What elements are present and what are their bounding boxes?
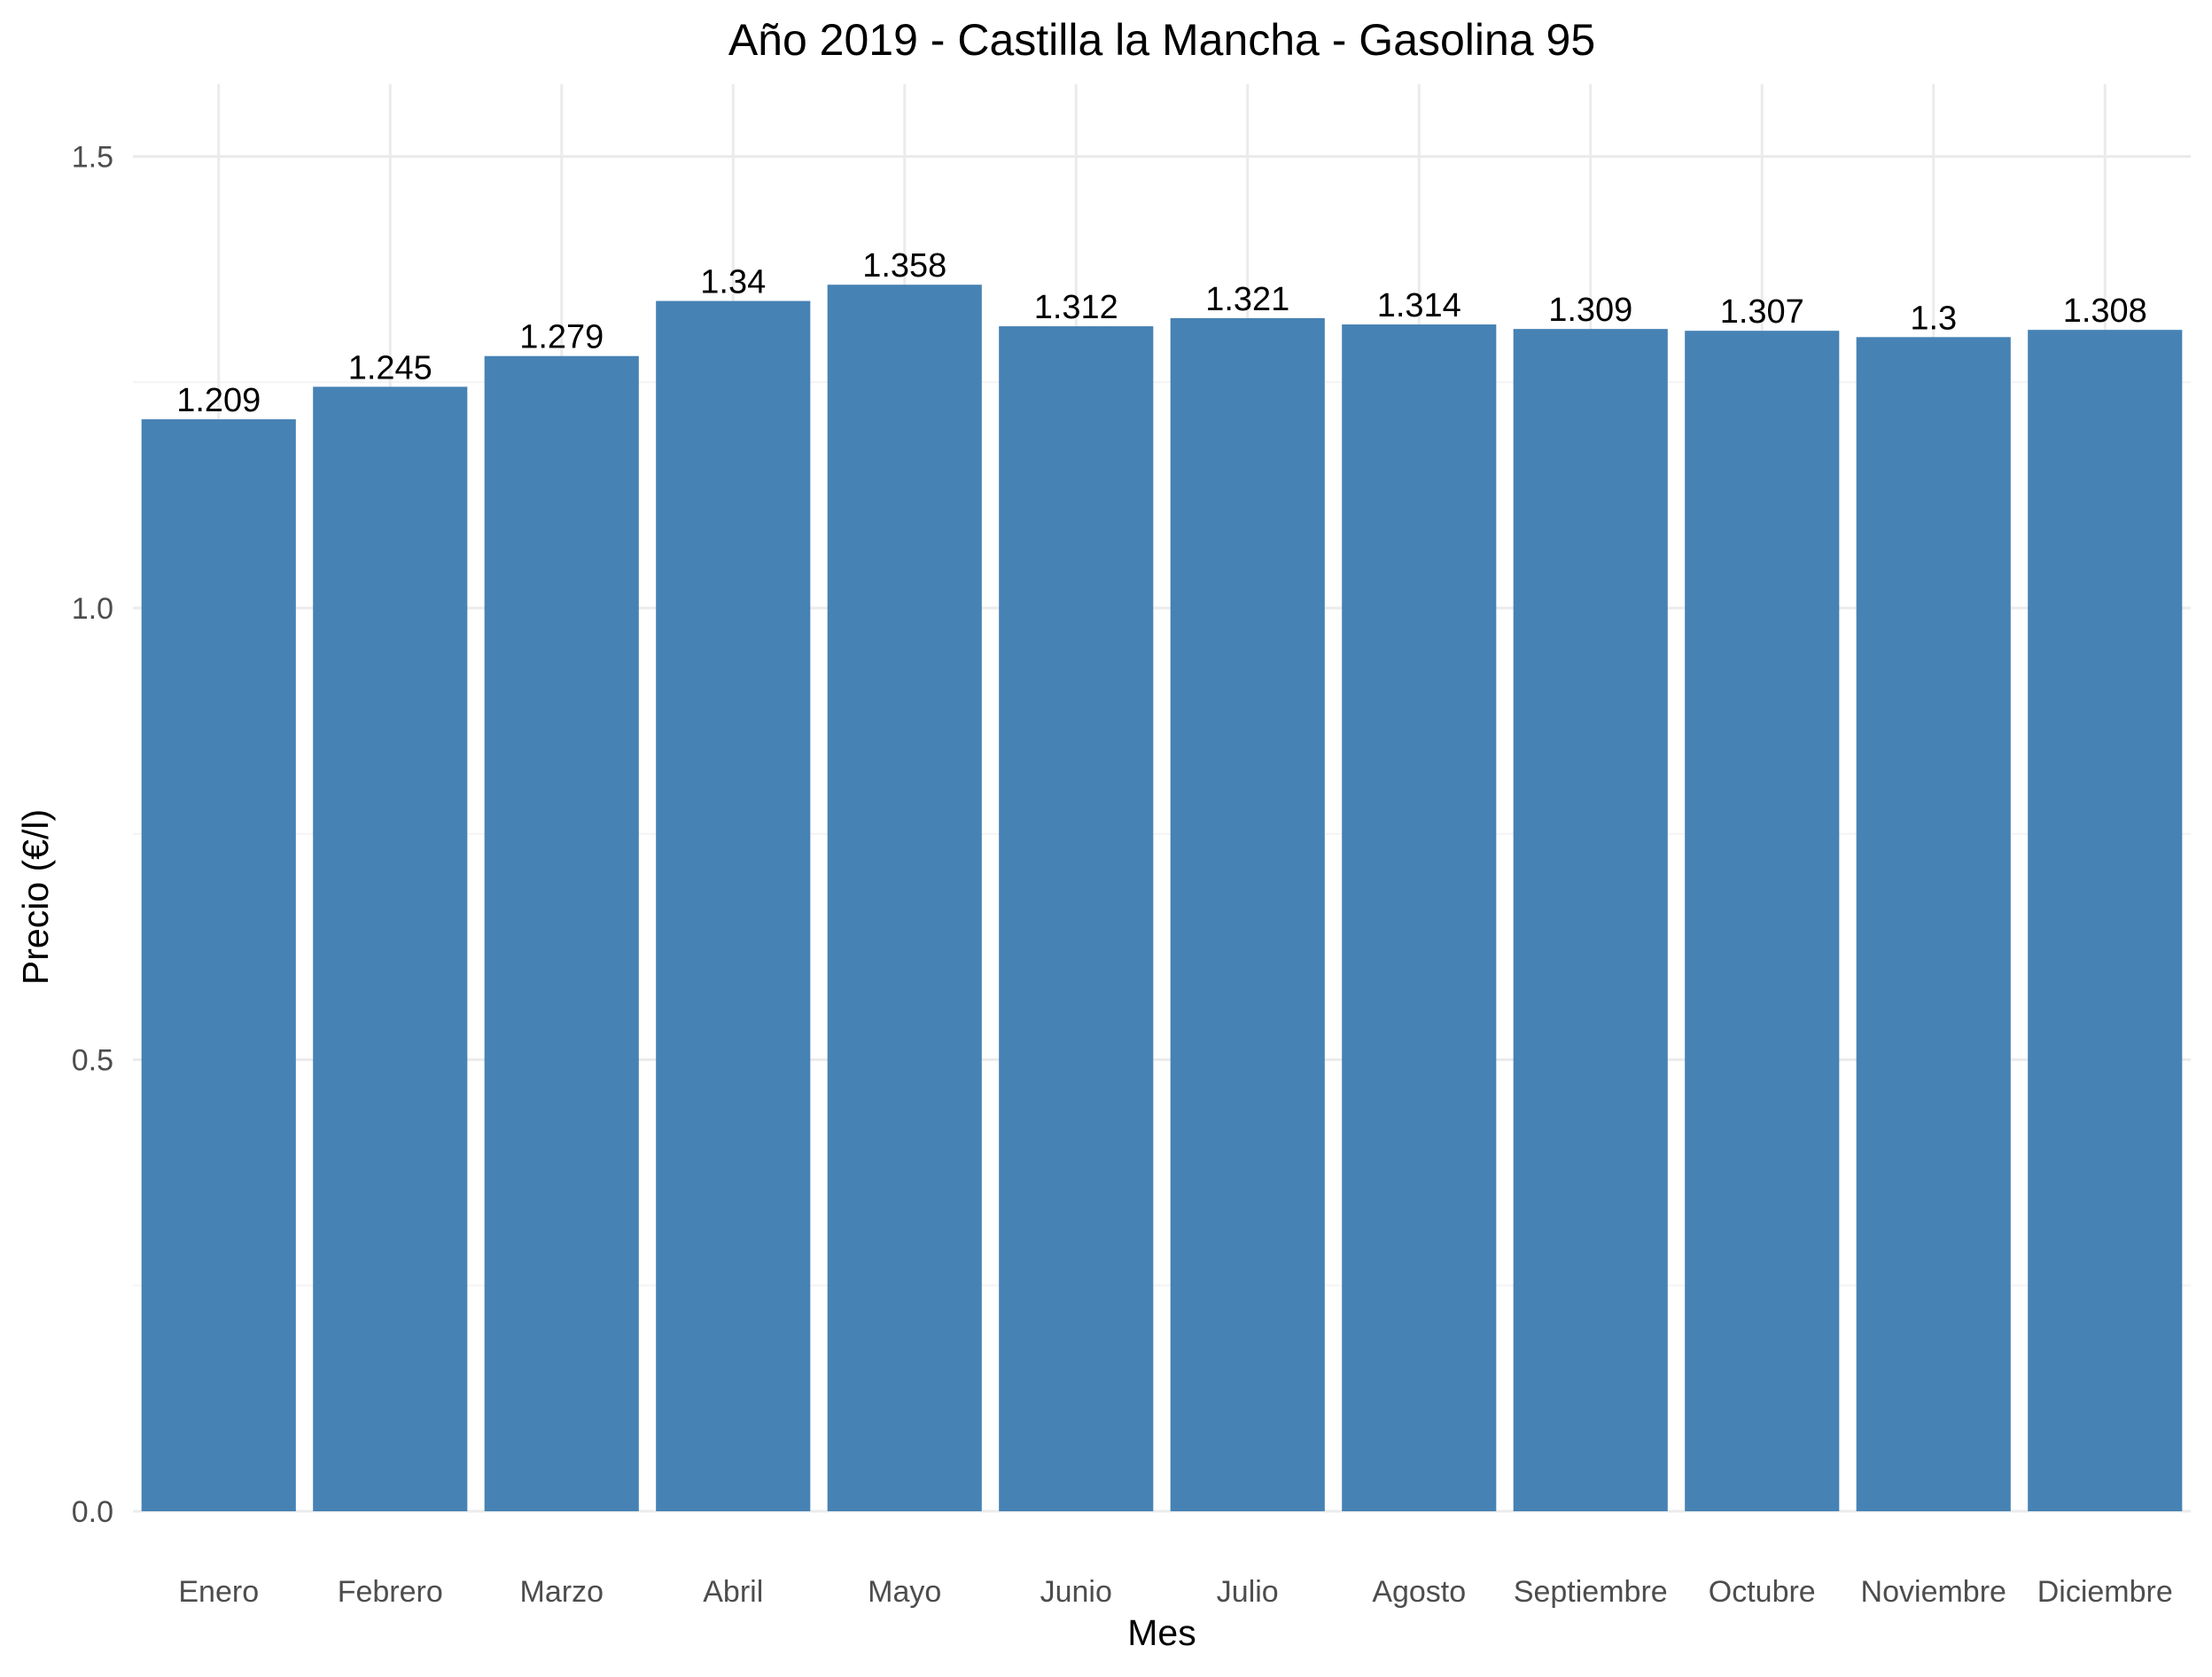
bar-value-label: 1.308 [2063,292,2147,330]
x-tick-label: Junio [1040,1575,1112,1609]
bar-value-label: 1.309 [1548,292,1632,329]
bar-value-label: 1.314 [1377,287,1461,324]
x-tick-label: Octubre [1709,1575,1816,1609]
bar-value-label: 1.321 [1205,281,1289,318]
bar-julio [1170,317,1325,1511]
chart-title: Año 2019 - Castilla la Mancha - Gasolina… [728,15,1595,65]
x-tick-label: Mayo [868,1575,941,1609]
bar-value-label: 1.279 [519,319,604,356]
y-tick-label: 1.0 [72,592,113,626]
x-tick-label: Febrero [338,1575,443,1609]
bar-value-label: 1.3 [1910,300,1957,337]
bars [141,285,2183,1512]
x-tick-label: Noviembre [1861,1575,2006,1609]
x-tick-label: Septiembre [1514,1575,1668,1609]
data-labels: 1.209 1.245 1.279 1.34 1.358 1.312 1.321 1.314 1… [176,247,2147,419]
y-tick-label: 1.5 [72,141,113,175]
bar-septiembre [1513,329,1668,1512]
x-axis-ticks: Enero Febrero Marzo Abril Mayo Junio Julio Agos… [178,1575,2172,1609]
bar-mayo [827,285,982,1511]
bar-value-label: 1.245 [348,349,432,386]
x-tick-label: Agosto [1372,1575,1466,1609]
bar-octubre [1685,331,1840,1511]
x-tick-label: Julio [1217,1575,1279,1609]
bar-value-label: 1.34 [700,264,766,301]
bar-junio [999,326,1154,1511]
bar-abril [656,300,811,1511]
bar-enero [141,419,296,1511]
bar-noviembre [1856,337,2011,1512]
x-tick-label: Diciembre [2037,1575,2173,1609]
bar-value-label: 1.312 [1034,289,1118,326]
y-axis-ticks: 0.0 0.5 1.0 1.5 [72,141,113,1529]
x-tick-label: Abril [703,1575,763,1609]
y-tick-label: 0.0 [72,1495,113,1529]
x-tick-label: Marzo [520,1575,604,1609]
y-axis-title: Precio (€/l) [15,809,56,985]
x-tick-label: Enero [178,1575,259,1609]
bar-value-label: 1.307 [1720,293,1804,331]
bar-value-label: 1.209 [176,382,261,419]
bar-value-label: 1.358 [862,247,946,285]
bar-febrero [313,386,468,1512]
bar-marzo [484,355,639,1511]
y-tick-label: 0.5 [72,1044,113,1078]
bar-agosto [1342,324,1497,1511]
x-axis-title: Mes [1127,1612,1196,1653]
bar-diciembre [2028,330,2183,1511]
